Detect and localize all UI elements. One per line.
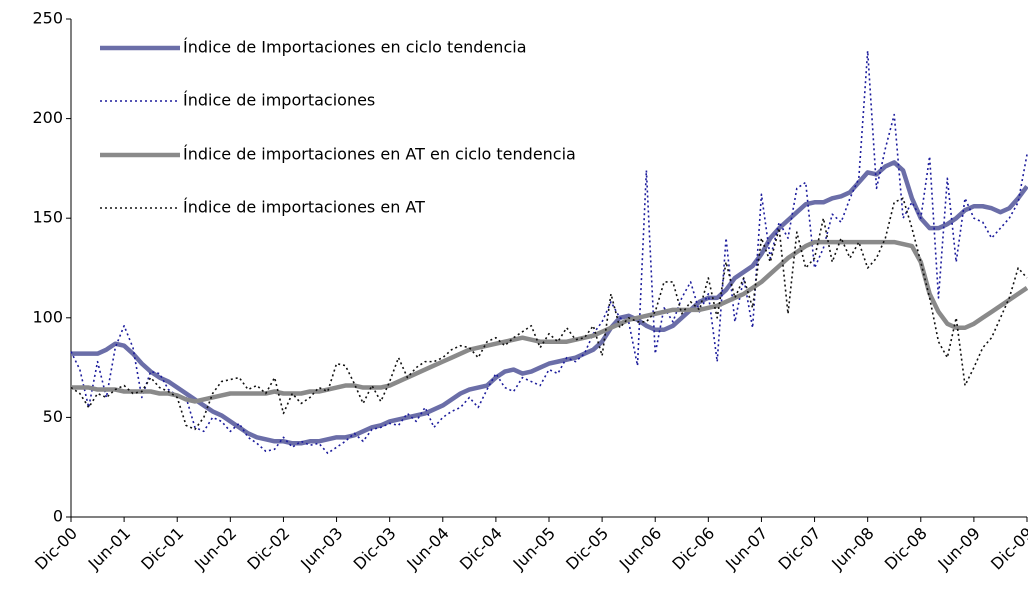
series-line bbox=[70, 197, 1028, 431]
x-tick-label: Dic-09 bbox=[987, 524, 1028, 574]
legend-label: Índice de importaciones bbox=[183, 91, 375, 110]
x-tick-label: Jun-06 bbox=[615, 524, 665, 574]
x-tick-label: Jun-02 bbox=[190, 524, 240, 574]
y-tick-label: 0 bbox=[53, 507, 63, 526]
x-tick-label: Jun-05 bbox=[509, 524, 559, 574]
x-tick-label: Jun-01 bbox=[84, 524, 134, 574]
x-tick-label: Jun-08 bbox=[827, 524, 877, 574]
y-tick-label: 150 bbox=[32, 208, 63, 227]
series-line bbox=[71, 239, 1028, 404]
x-tick-label: Jun-07 bbox=[721, 524, 771, 574]
y-tick-label: 50 bbox=[43, 407, 63, 426]
x-tick-label: Dic-06 bbox=[668, 524, 718, 574]
x-tick-label: Jun-09 bbox=[934, 524, 984, 574]
x-tick-label: Dic-08 bbox=[881, 524, 931, 574]
y-tick-label: 250 bbox=[32, 9, 63, 28]
legend-label: Índice de Importaciones en ciclo tendenc… bbox=[183, 38, 527, 57]
x-tick-label: Dic-03 bbox=[350, 524, 400, 574]
x-tick-label: Jun-03 bbox=[296, 524, 346, 574]
x-tick-label: Jun-04 bbox=[402, 524, 452, 574]
legend-label: Índice de importaciones en AT bbox=[183, 198, 425, 217]
x-tick-label: Dic-05 bbox=[562, 524, 612, 574]
x-tick-label: Dic-00 bbox=[31, 524, 81, 574]
x-tick-label: Dic-07 bbox=[775, 524, 825, 574]
y-tick-label: 200 bbox=[32, 108, 63, 127]
series-line bbox=[71, 160, 1028, 446]
x-tick-label: Dic-01 bbox=[137, 524, 187, 574]
x-tick-label: Dic-04 bbox=[456, 524, 506, 574]
x-tick-label: Dic-02 bbox=[243, 524, 293, 574]
series-line bbox=[70, 50, 1028, 455]
legend-label: Índice de importaciones en AT en ciclo t… bbox=[183, 145, 576, 164]
y-tick-label: 100 bbox=[32, 307, 63, 326]
